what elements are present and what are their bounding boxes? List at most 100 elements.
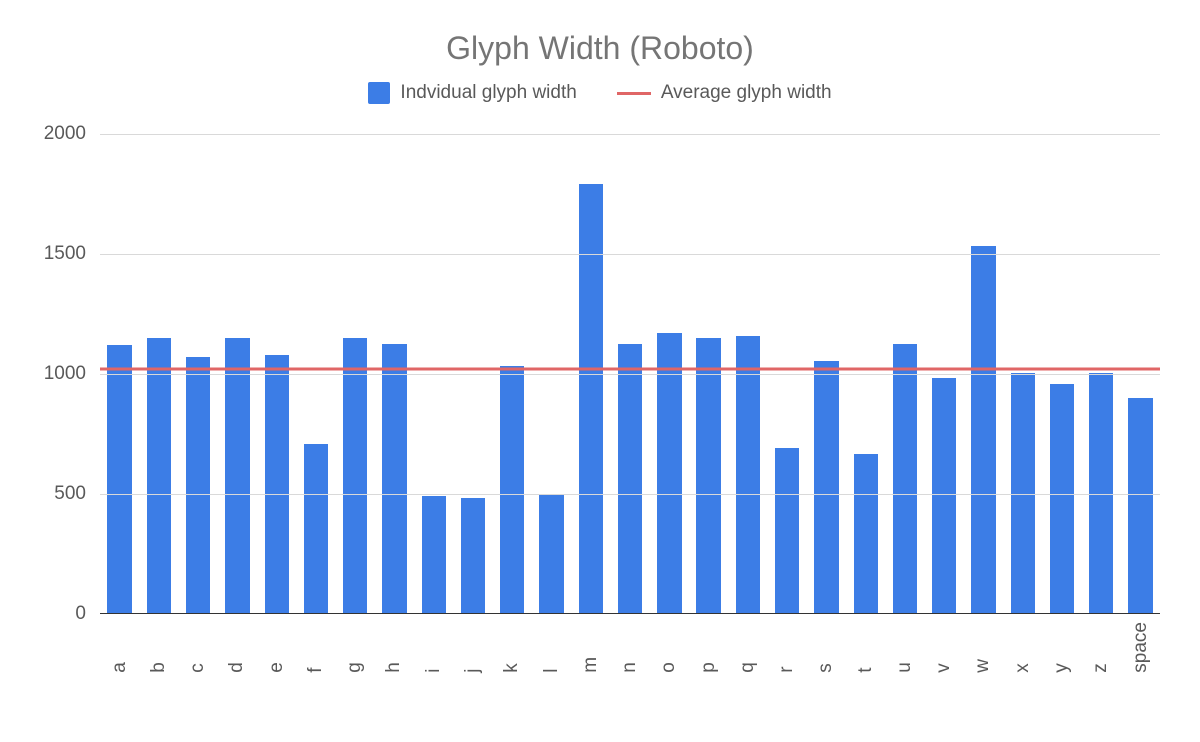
x-label-slot: b bbox=[139, 622, 178, 673]
chart-title: Glyph Width (Roboto) bbox=[30, 30, 1170, 67]
bar-b bbox=[147, 338, 171, 614]
x-tick-label: h bbox=[383, 622, 405, 673]
x-label-slot: a bbox=[100, 622, 139, 673]
bar-v bbox=[932, 378, 956, 614]
legend-label-bar: Indvidual glyph width bbox=[400, 82, 576, 104]
x-axis-labels: abcdefghijklmnopqrstuvwxyzspace bbox=[100, 622, 1160, 673]
x-label-slot: p bbox=[689, 622, 728, 673]
x-tick-label: q bbox=[737, 622, 759, 673]
x-tick-label: k bbox=[501, 622, 523, 673]
bar-t bbox=[854, 454, 878, 614]
bar-w bbox=[971, 246, 995, 614]
x-tick-label: r bbox=[776, 622, 798, 673]
x-label-slot: f bbox=[296, 622, 335, 673]
bar-s bbox=[814, 361, 838, 614]
bar-n bbox=[618, 344, 642, 614]
x-label-slot: r bbox=[768, 622, 807, 673]
bar-r bbox=[775, 448, 799, 614]
legend: Indvidual glyph width Average glyph widt… bbox=[30, 82, 1170, 104]
x-label-slot: s bbox=[807, 622, 846, 673]
bar-m bbox=[579, 184, 603, 614]
bar-c bbox=[186, 357, 210, 614]
x-label-slot: e bbox=[257, 622, 296, 673]
x-tick-label: j bbox=[462, 622, 484, 673]
bar-l bbox=[539, 495, 563, 614]
x-label-slot: n bbox=[610, 622, 649, 673]
x-tick-label: o bbox=[658, 622, 680, 673]
x-label-slot: t bbox=[846, 622, 885, 673]
bar-g bbox=[343, 338, 367, 614]
bar-y bbox=[1050, 384, 1074, 614]
average-line bbox=[100, 368, 1160, 371]
x-label-slot: x bbox=[1003, 622, 1042, 673]
y-tick-label: 1500 bbox=[44, 243, 100, 265]
legend-item-bar: Indvidual glyph width bbox=[368, 82, 576, 104]
legend-swatch-line bbox=[617, 92, 651, 95]
x-label-slot: o bbox=[650, 622, 689, 673]
x-label-slot: y bbox=[1042, 622, 1081, 673]
plot-area: 0500100015002000 bbox=[100, 134, 1160, 614]
bar-i bbox=[422, 496, 446, 614]
x-label-slot: h bbox=[375, 622, 414, 673]
bar-u bbox=[893, 344, 917, 614]
y-tick-label: 1000 bbox=[44, 363, 100, 385]
legend-item-line: Average glyph width bbox=[617, 82, 832, 104]
x-tick-label: x bbox=[1012, 622, 1034, 673]
x-label-slot: v bbox=[925, 622, 964, 673]
x-label-slot: g bbox=[336, 622, 375, 673]
bar-a bbox=[107, 345, 131, 614]
x-tick-label: s bbox=[815, 622, 837, 673]
y-tick-label: 0 bbox=[75, 603, 100, 625]
x-label-slot: m bbox=[571, 622, 610, 673]
y-tick-label: 500 bbox=[54, 483, 100, 505]
x-axis-line bbox=[100, 613, 1160, 614]
bar-e bbox=[265, 355, 289, 614]
x-tick-label: v bbox=[933, 622, 955, 673]
x-tick-label: i bbox=[423, 622, 445, 673]
x-tick-label: b bbox=[148, 622, 170, 673]
x-tick-label: u bbox=[894, 622, 916, 673]
bar-space bbox=[1128, 398, 1152, 614]
x-label-slot: u bbox=[885, 622, 924, 673]
x-tick-label: y bbox=[1051, 622, 1073, 673]
bar-h bbox=[382, 344, 406, 614]
grid-line bbox=[100, 374, 1160, 375]
x-tick-label: n bbox=[619, 622, 641, 673]
x-label-slot: space bbox=[1121, 622, 1160, 673]
legend-label-line: Average glyph width bbox=[661, 82, 832, 104]
x-tick-label: p bbox=[698, 622, 720, 673]
x-tick-label: w bbox=[972, 622, 994, 673]
x-label-slot: j bbox=[453, 622, 492, 673]
legend-swatch-bar bbox=[368, 82, 390, 104]
bar-p bbox=[696, 338, 720, 614]
bar-j bbox=[461, 498, 485, 614]
x-label-slot: k bbox=[493, 622, 532, 673]
x-tick-label: a bbox=[109, 622, 131, 673]
x-tick-label: m bbox=[580, 622, 602, 673]
x-tick-label: space bbox=[1130, 622, 1152, 673]
x-tick-label: f bbox=[305, 622, 327, 673]
glyph-width-chart: Glyph Width (Roboto) Indvidual glyph wid… bbox=[0, 0, 1200, 742]
bar-f bbox=[304, 444, 328, 614]
bar-k bbox=[500, 366, 524, 614]
x-tick-label: e bbox=[266, 622, 288, 673]
bar-d bbox=[225, 338, 249, 614]
x-label-slot: w bbox=[964, 622, 1003, 673]
x-tick-label: t bbox=[855, 622, 877, 673]
grid-line bbox=[100, 134, 1160, 135]
bar-q bbox=[736, 336, 760, 614]
x-tick-label: z bbox=[1090, 622, 1112, 673]
x-tick-label: l bbox=[541, 622, 563, 673]
x-label-slot: c bbox=[179, 622, 218, 673]
x-tick-label: g bbox=[344, 622, 366, 673]
y-tick-label: 2000 bbox=[44, 123, 100, 145]
x-label-slot: d bbox=[218, 622, 257, 673]
grid-line bbox=[100, 494, 1160, 495]
bar-o bbox=[657, 333, 681, 614]
x-label-slot: l bbox=[532, 622, 571, 673]
x-label-slot: z bbox=[1082, 622, 1121, 673]
x-label-slot: i bbox=[414, 622, 453, 673]
x-tick-label: c bbox=[187, 622, 209, 673]
x-tick-label: d bbox=[226, 622, 248, 673]
x-label-slot: q bbox=[728, 622, 767, 673]
